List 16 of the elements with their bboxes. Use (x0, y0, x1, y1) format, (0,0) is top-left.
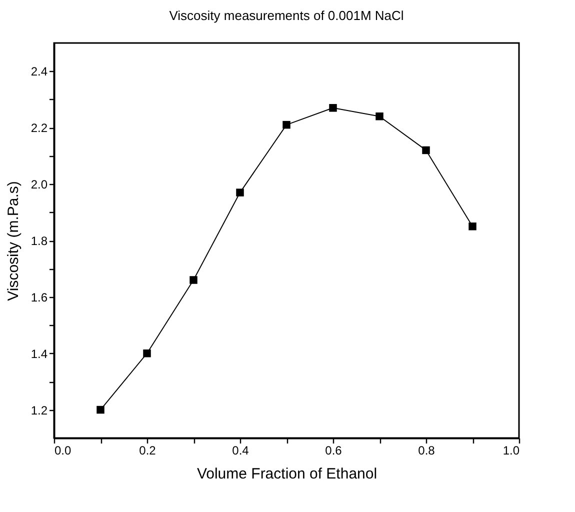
x-tick-label: 0.2 (139, 444, 156, 458)
chart-title: Viscosity measurements of 0.001M NaCl (169, 8, 404, 23)
y-tick-label: 1.2 (30, 403, 48, 418)
y-axis-title: Viscosity (m.Pa.s) (4, 181, 22, 301)
x-tick-label: 0.6 (325, 444, 342, 458)
x-tick-label: 0.8 (418, 444, 436, 458)
x-axis-title: Volume Fraction of Ethanol (196, 466, 378, 482)
y-tick-label: 2.2 (30, 121, 48, 136)
x-tick-label: 0.0 (54, 444, 72, 458)
y-tick-label: 1.6 (30, 290, 48, 304)
y-tick-label: 2.4 (30, 64, 48, 79)
y-tick-label: 1.8 (30, 234, 48, 248)
y-tick-label: 2.0 (30, 178, 48, 192)
x-tick-label: 0.4 (232, 444, 250, 458)
y-tick-label: 1.4 (30, 346, 48, 361)
x-tick-label: 1.0 (502, 444, 520, 458)
